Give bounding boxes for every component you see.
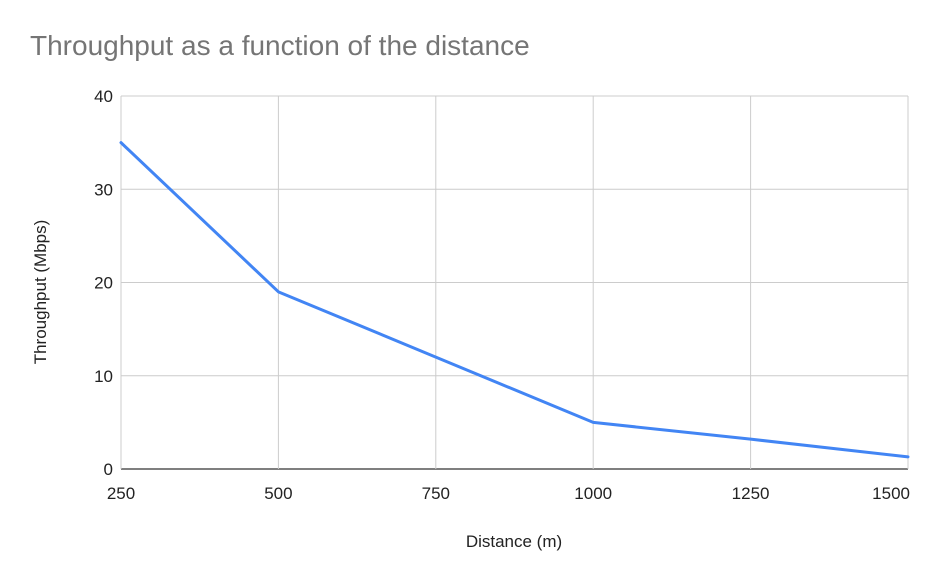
- series-line: [119, 141, 910, 459]
- x-tick-label: 1250: [732, 484, 770, 503]
- grid-lines: [120, 95, 909, 470]
- chart-title: Throughput as a function of the distance: [30, 30, 530, 61]
- y-tick-label: 20: [94, 274, 113, 293]
- y-tick-label: 0: [104, 460, 113, 479]
- y-tick-label: 30: [94, 180, 113, 199]
- x-tick-label: 500: [264, 484, 292, 503]
- y-tick-label: 40: [94, 87, 113, 106]
- y-tick-label: 10: [94, 367, 113, 386]
- x-tick-labels: 250 500 750 1000 1250 1500: [107, 484, 910, 503]
- y-tick-labels: 0 10 20 30 40: [94, 87, 113, 479]
- y-axis-label: Throughput (Mbps): [31, 220, 50, 365]
- series-lines: [119, 141, 910, 459]
- x-axis-label: Distance (m): [466, 532, 562, 551]
- x-tick-label: 1000: [574, 484, 612, 503]
- x-tick-label: 1500: [872, 484, 910, 503]
- x-tick-label: 250: [107, 484, 135, 503]
- x-tick-label: 750: [422, 484, 450, 503]
